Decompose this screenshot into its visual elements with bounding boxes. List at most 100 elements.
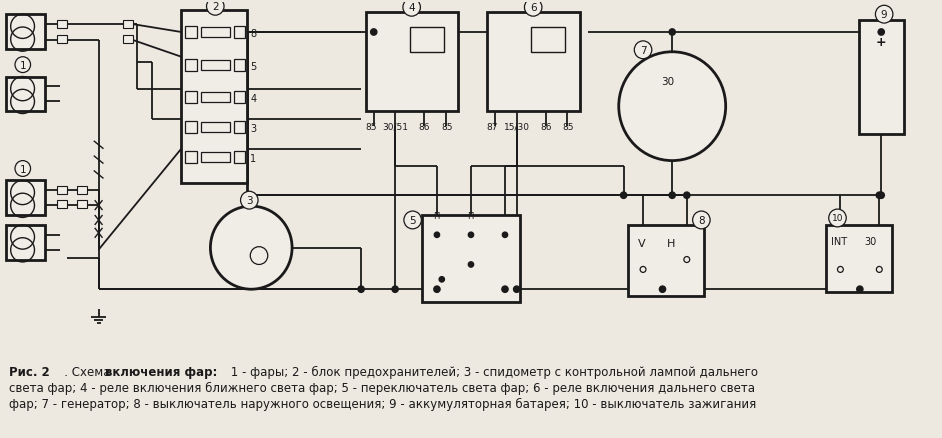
Text: 3: 3 [251,124,256,134]
Circle shape [15,57,30,74]
Bar [57,21,67,29]
Text: 86: 86 [418,123,430,132]
Text: 30: 30 [660,77,674,87]
Circle shape [670,30,675,36]
Circle shape [244,193,251,199]
Circle shape [692,212,710,230]
Text: . Схема: . Схема [53,366,114,378]
Bar [7,181,45,215]
Bar [366,13,459,112]
Text: 10: 10 [832,214,843,223]
Bar [57,201,67,208]
Text: 9: 9 [881,10,887,20]
Text: 1: 1 [251,153,256,163]
Text: H: H [667,238,675,248]
Circle shape [358,286,364,293]
Circle shape [878,193,885,199]
Bar [57,187,67,195]
Circle shape [634,42,652,60]
Text: 4: 4 [251,94,256,104]
Circle shape [251,247,268,265]
Circle shape [503,233,508,238]
Bar [826,226,892,293]
Text: 1: 1 [20,164,26,174]
Circle shape [670,193,675,199]
Text: 8: 8 [698,215,705,226]
Bar [77,187,87,195]
Circle shape [829,210,846,227]
Bar [234,92,246,104]
Bar [122,21,133,29]
Bar [201,60,230,71]
Text: 3: 3 [246,196,252,206]
Bar [531,28,565,53]
Bar [201,152,230,162]
Circle shape [876,193,883,199]
Text: V: V [638,238,646,248]
Text: 2: 2 [212,2,219,12]
Text: 30: 30 [865,236,877,246]
Bar [186,60,197,71]
Circle shape [439,277,445,282]
Text: Рис. 2: Рис. 2 [9,366,50,378]
Bar [181,11,248,184]
Circle shape [468,262,474,267]
Text: 7: 7 [640,46,646,56]
Bar [234,122,246,134]
Bar [201,123,230,133]
Bar [186,152,197,163]
Bar [859,21,903,134]
Bar [77,201,87,208]
Circle shape [878,30,885,36]
Text: 86: 86 [540,123,552,132]
Text: 85: 85 [562,123,574,132]
Bar [234,60,246,71]
Bar [234,152,246,163]
Circle shape [434,286,440,293]
Text: 6: 6 [530,3,537,13]
Text: П: П [433,212,439,220]
Text: 30/51: 30/51 [382,123,408,132]
Circle shape [404,212,421,230]
Circle shape [210,207,292,290]
Circle shape [513,286,520,293]
Bar [186,27,197,39]
Circle shape [525,0,542,17]
Text: +: + [876,36,886,49]
Bar [7,226,45,260]
Bar [201,93,230,103]
Circle shape [392,286,398,293]
Text: 1 - фары; 2 - блок предохранителей; 3 - спидометр с контрольной лампой дальнего: 1 - фары; 2 - блок предохранителей; 3 - … [227,366,758,378]
Bar [488,13,580,112]
Text: включения фар:: включения фар: [106,366,218,378]
Text: 15/30: 15/30 [504,123,529,132]
Bar [186,92,197,104]
Text: 1: 1 [20,60,26,71]
Circle shape [619,53,725,161]
Bar [410,28,444,53]
Circle shape [659,286,665,293]
Text: 5: 5 [410,215,416,226]
Circle shape [875,6,893,24]
Circle shape [403,0,420,17]
Circle shape [434,233,439,238]
Bar [57,36,67,44]
Circle shape [240,192,258,210]
Bar [7,78,45,112]
Text: INT: INT [831,236,847,246]
Text: 85: 85 [365,123,377,132]
Text: 85: 85 [441,123,452,132]
Bar [122,36,133,44]
Text: фар; 7 - генератор; 8 - выключатель наружного освещения; 9 - аккумуляторная бата: фар; 7 - генератор; 8 - выключатель нару… [9,397,756,410]
Circle shape [621,193,626,199]
Bar [422,215,520,302]
Circle shape [371,30,377,36]
Text: 87: 87 [487,123,498,132]
Text: 8: 8 [251,29,256,39]
Circle shape [857,286,863,293]
Bar [234,27,246,39]
Bar [7,15,45,49]
Circle shape [502,286,508,293]
Circle shape [468,233,474,238]
Text: света фар; 4 - реле включения ближнего света фар; 5 - переключатель света фар; 6: света фар; 4 - реле включения ближнего с… [9,381,755,394]
